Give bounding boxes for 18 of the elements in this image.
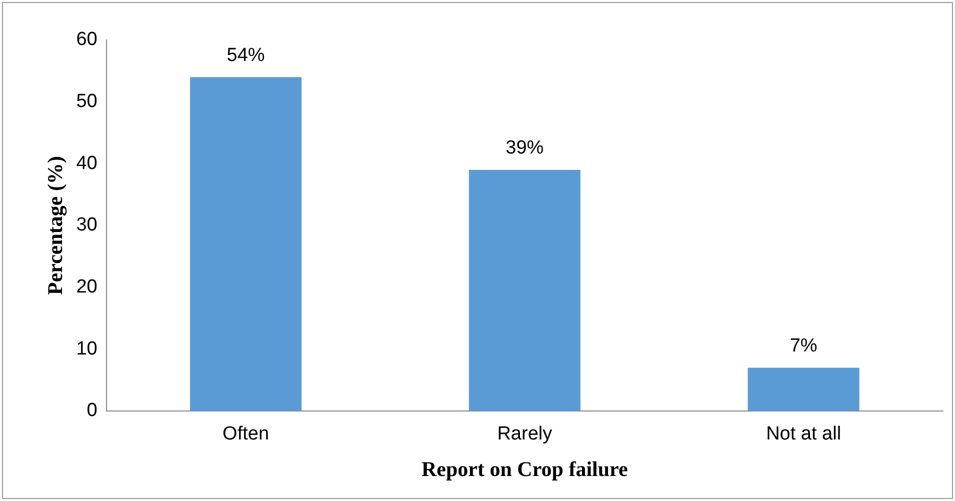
y-tick-label: 60 xyxy=(76,29,98,50)
bar xyxy=(748,368,860,411)
data-label: 7% xyxy=(790,335,818,356)
x-axis-title: Report on Crop failure xyxy=(422,456,628,481)
data-label: 39% xyxy=(506,138,544,159)
y-axis-title: Percentage (%) xyxy=(43,156,68,295)
y-tick-label: 30 xyxy=(76,214,98,236)
y-tick-label: 40 xyxy=(76,152,98,174)
bar xyxy=(468,170,580,411)
y-tick-label: 20 xyxy=(76,276,98,298)
x-tick-label: Often xyxy=(222,424,270,445)
x-tick-label: Not at all xyxy=(766,424,842,445)
bar xyxy=(190,77,302,411)
x-tick-label: Rarely xyxy=(497,424,553,445)
y-tick-label: 50 xyxy=(76,91,98,112)
y-tick-label: 10 xyxy=(76,338,98,360)
data-label: 54% xyxy=(226,44,265,66)
y-tick-label: 0 xyxy=(86,400,98,422)
